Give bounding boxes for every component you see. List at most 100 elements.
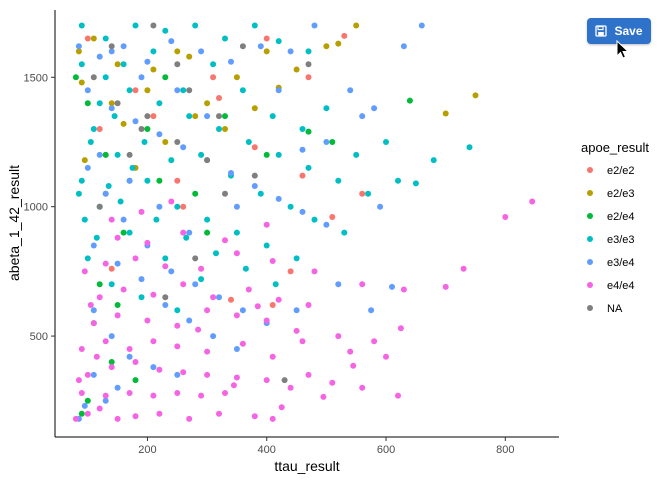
data-point — [529, 198, 536, 205]
data-point — [78, 346, 85, 352]
data-point — [126, 390, 133, 396]
data-point — [204, 100, 211, 107]
data-point — [90, 74, 97, 81]
data-point — [150, 291, 157, 298]
data-point — [156, 410, 163, 417]
data-point — [278, 404, 285, 411]
data-point — [120, 120, 127, 127]
data-point — [254, 303, 261, 310]
data-point — [198, 151, 205, 158]
data-point — [275, 296, 282, 303]
data-point — [180, 144, 187, 151]
data-point — [90, 371, 97, 378]
data-point — [108, 265, 115, 272]
data-point — [472, 92, 479, 99]
data-point — [96, 294, 103, 301]
data-point — [371, 105, 378, 112]
data-point — [114, 312, 121, 319]
data-point — [397, 325, 404, 332]
data-point — [263, 377, 270, 384]
save-button-label: Save — [614, 24, 643, 38]
data-point — [96, 126, 103, 132]
data-point — [84, 87, 91, 94]
data-point — [186, 415, 193, 422]
data-point — [442, 283, 449, 290]
data-point — [293, 255, 300, 262]
data-point — [84, 410, 91, 417]
data-point — [293, 66, 300, 73]
x-ticks: 200 400 600 800 — [138, 437, 514, 456]
legend-key — [587, 259, 593, 265]
data-point — [174, 371, 181, 378]
data-point — [406, 97, 413, 104]
data-point — [275, 195, 282, 202]
data-point — [108, 216, 115, 223]
save-button[interactable]: Save — [587, 18, 651, 44]
data-point — [186, 317, 193, 324]
data-point — [222, 126, 228, 132]
data-point — [239, 307, 246, 314]
data-point — [132, 377, 139, 384]
data-point — [84, 164, 91, 171]
data-point — [108, 105, 115, 112]
data-point — [204, 307, 211, 314]
data-point — [144, 239, 151, 246]
data-point — [365, 190, 372, 197]
data-point — [272, 281, 279, 288]
data-point — [93, 234, 100, 241]
y-tick-label: 500 — [30, 331, 48, 343]
data-point — [359, 190, 366, 197]
data-point — [251, 22, 258, 29]
data-point — [126, 87, 133, 94]
data-point — [90, 320, 97, 327]
data-point — [114, 260, 121, 267]
data-point — [132, 413, 139, 420]
data-point — [180, 281, 187, 288]
data-point — [114, 384, 121, 391]
data-point — [102, 392, 109, 399]
data-point — [150, 364, 157, 371]
data-point — [96, 151, 103, 158]
data-point — [293, 307, 300, 314]
data-point — [114, 100, 121, 107]
data-point — [222, 190, 228, 197]
data-point — [368, 307, 375, 314]
data-point — [132, 359, 139, 365]
data-point — [144, 317, 151, 324]
data-point — [114, 302, 121, 308]
data-point — [245, 139, 252, 145]
data-point — [162, 263, 169, 270]
data-point — [114, 415, 121, 422]
data-point — [377, 203, 384, 210]
data-point — [305, 371, 312, 378]
data-point — [329, 139, 336, 145]
data-point — [192, 22, 199, 29]
data-point — [108, 43, 115, 50]
data-point — [126, 353, 133, 360]
data-point — [233, 229, 240, 236]
data-point — [174, 87, 181, 94]
data-point — [299, 172, 306, 179]
data-point — [102, 397, 109, 404]
data-point — [90, 242, 97, 249]
legend-label: e2/e3 — [607, 188, 635, 200]
data-point — [78, 79, 85, 86]
data-point — [204, 371, 211, 378]
data-point — [251, 105, 258, 112]
data-point — [299, 338, 306, 345]
data-point — [108, 281, 115, 288]
legend: apoe_result e2/e2 e2/e3 e2/e4 e3/e3 e3/e4 e4/… — [581, 140, 649, 315]
data-point — [84, 397, 91, 404]
data-point — [204, 216, 211, 223]
data-point — [102, 151, 109, 158]
data-point — [162, 74, 169, 81]
data-point — [132, 255, 139, 262]
data-point — [93, 353, 100, 360]
data-point — [245, 286, 252, 293]
data-point — [216, 113, 222, 120]
data-point — [102, 190, 109, 197]
data-point — [192, 281, 199, 288]
data-point — [132, 118, 139, 125]
data-point — [144, 113, 151, 120]
data-point — [138, 208, 145, 215]
